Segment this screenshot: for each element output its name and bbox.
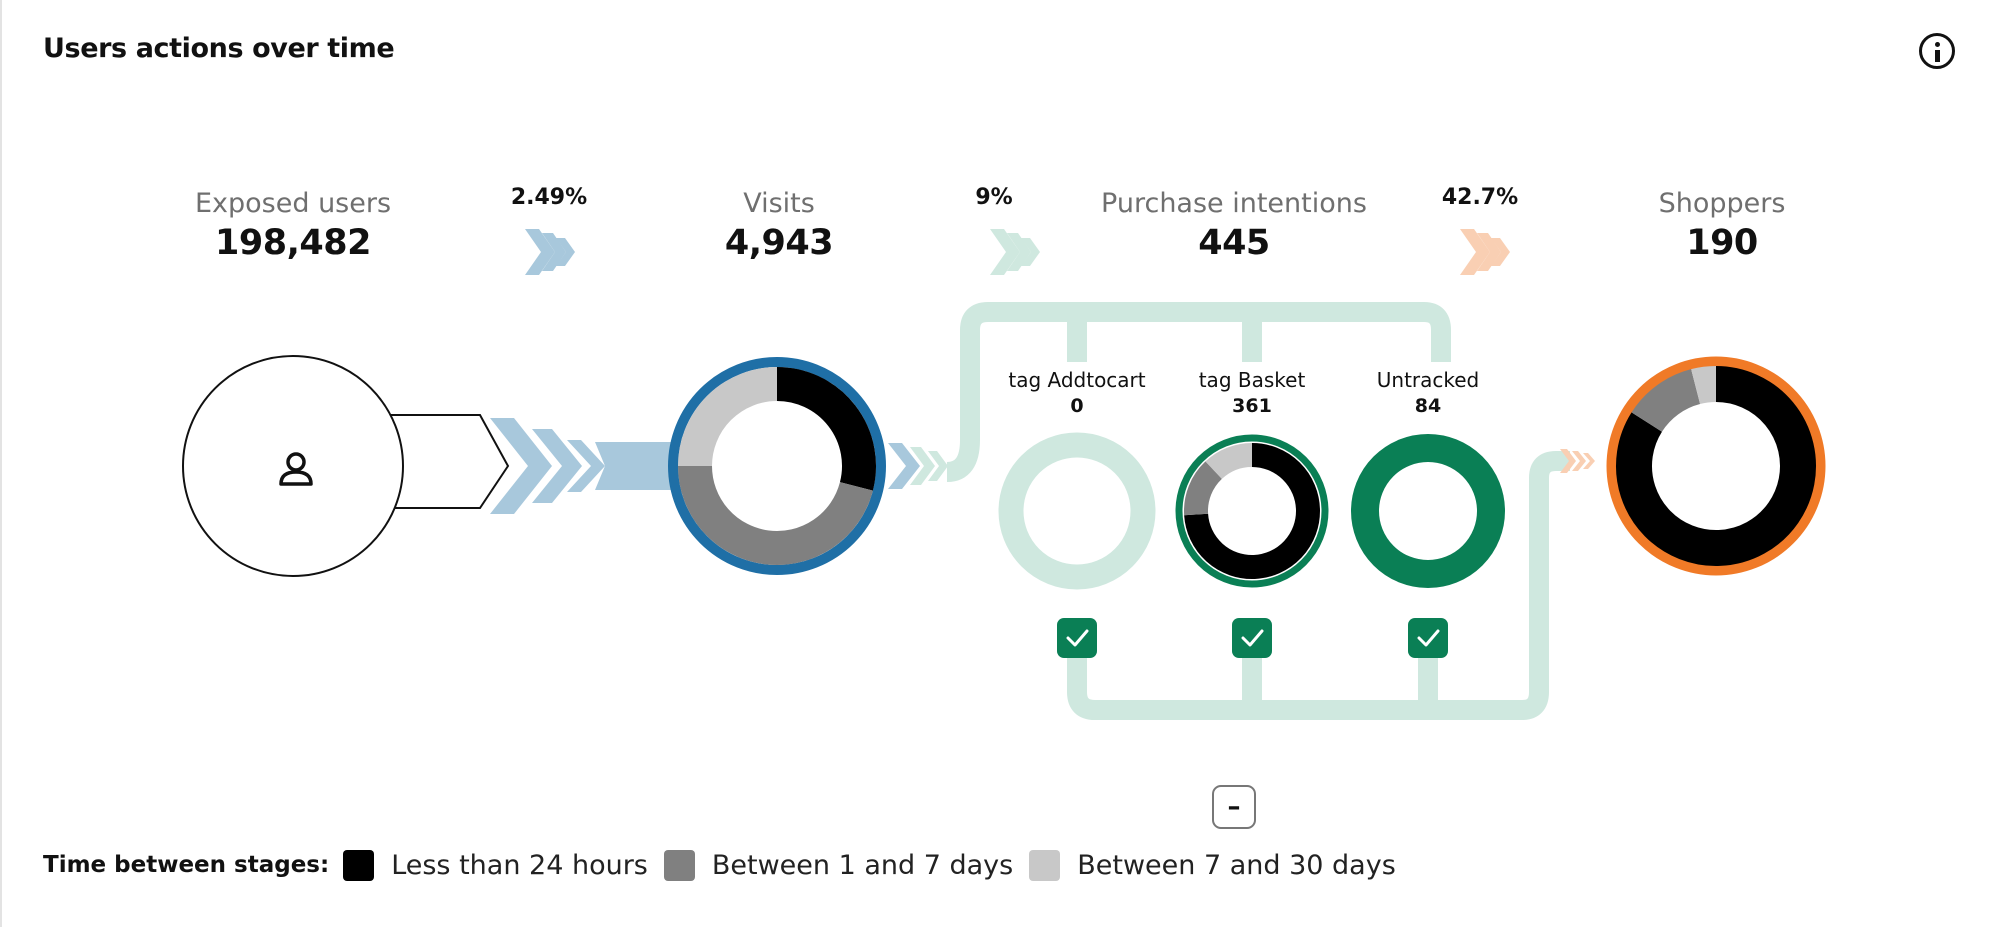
page-title: Users actions over time [43,33,395,64]
chevron-shape [525,229,555,275]
shoppers-time-donut [1616,366,1816,566]
conversion-rate-intentions-to-shoppers: 42.7% [1441,185,1519,210]
checkbox-tag-addtocart[interactable] [1057,618,1097,658]
stage-purchase-intentions: Purchase intentions 445 [1064,187,1404,265]
legend-label: Less than 24 hours [391,849,648,881]
flow-arrow-intentions-to-shoppers [1560,449,1595,473]
visits-time-donut [678,367,876,565]
stage-value: 445 [1198,223,1270,263]
donut-segment [1691,366,1717,405]
flow-arrow-exposed-to-visits [490,418,690,514]
basket-time-donut [1184,443,1320,579]
legend-label: Between 1 and 7 days [711,849,1014,881]
collapse-button-label: – [1227,792,1241,822]
conversion-rate-exposed-to-visits: 2.49% [510,185,588,210]
chevron-shape [1021,238,1040,266]
shoppers-outer-ring [1606,356,1826,576]
chevron-shape [1572,451,1586,471]
intentions-split-connector [946,302,1451,482]
chevron-shape [532,429,582,503]
checkbox-untracked[interactable] [1408,618,1448,658]
addtocart-donut [998,432,1156,590]
source-tag-basket: tag Basket 361 [1142,367,1362,419]
chevron-shape [1491,238,1510,266]
chevron-shape [1460,229,1490,275]
chevron-shape [1007,233,1031,271]
donut-segment [1616,366,1816,566]
collapse-button[interactable]: – [1212,785,1256,829]
source-label: tag Basket [1198,368,1306,392]
chevron-shape [490,418,552,514]
stage-value: 198,482 [215,223,371,263]
info-icon[interactable] [1919,33,1955,69]
user-icon [279,452,313,486]
visits-outer-ring [668,357,886,575]
conversion-rate-visits-to-intentions: 9% [975,185,1013,210]
chevron-shape [990,229,1020,275]
legend-swatch [1029,849,1061,881]
chevron-shape [556,238,575,266]
legend-swatch [663,849,695,881]
stage-label: Exposed users [194,188,392,219]
chevron-right-icon [1460,229,1510,275]
stage-label: Visits [743,188,815,219]
chevron-right-icon [525,229,575,275]
legend: Time between stages: Less than 24 hours … [43,845,1412,885]
source-value: 361 [1232,395,1272,417]
chevron-shape [1583,453,1595,469]
chevron-shape [888,443,920,489]
basket-outer-ring [1175,434,1329,588]
legend-title: Time between stages: [43,852,330,878]
donut-segment [1184,461,1223,516]
check-icon [1066,629,1089,647]
chevron-shape [910,447,935,485]
flow-bar [595,442,690,490]
legend-item: Between 1 and 7 days [663,849,1014,881]
untracked-donut [1351,434,1505,588]
donut-segment [1205,443,1253,480]
exposed-users-arrow-shape [389,414,510,509]
stage-label: Purchase intentions [1101,188,1367,219]
flow-arrow-visits-to-intentions [888,443,948,489]
chevron-shape [928,451,948,481]
chevron-shape [1477,233,1501,271]
legend-item: Between 7 and 30 days [1029,849,1396,881]
donut-segment [678,465,873,565]
chevron-right-icon [990,229,1040,275]
intentions-merge-connector [1067,451,1570,720]
chevron-shape [567,440,605,492]
chevron-shape [1560,449,1576,473]
check-icon [1241,629,1264,647]
source-value: 84 [1414,395,1442,417]
exposed-users-circle [182,355,404,577]
stage-exposed-users: Exposed users 198,482 [123,187,463,265]
source-untracked: Untracked 84 [1318,367,1538,419]
source-label: Untracked [1376,368,1480,392]
checkbox-tag-basket[interactable] [1232,618,1272,658]
stage-visits: Visits 4,943 [609,187,949,265]
source-value: 0 [1070,395,1084,417]
donut-segment [1184,443,1320,579]
donut-segment [776,367,876,491]
source-label: tag Addtocart [1008,368,1146,392]
stage-value: 190 [1686,223,1758,263]
source-tag-addtocart: tag Addtocart 0 [967,367,1187,419]
chevron-shape [542,233,566,271]
donut-segment [1631,369,1701,433]
check-icon [1417,629,1440,647]
stage-shoppers: Shoppers 190 [1552,187,1892,265]
legend-swatch [343,849,375,881]
stage-label: Shoppers [1658,188,1786,219]
legend-item: Less than 24 hours [343,849,648,881]
legend-label: Between 7 and 30 days [1077,849,1396,881]
donut-segment [678,367,778,467]
stage-value: 4,943 [724,223,834,263]
